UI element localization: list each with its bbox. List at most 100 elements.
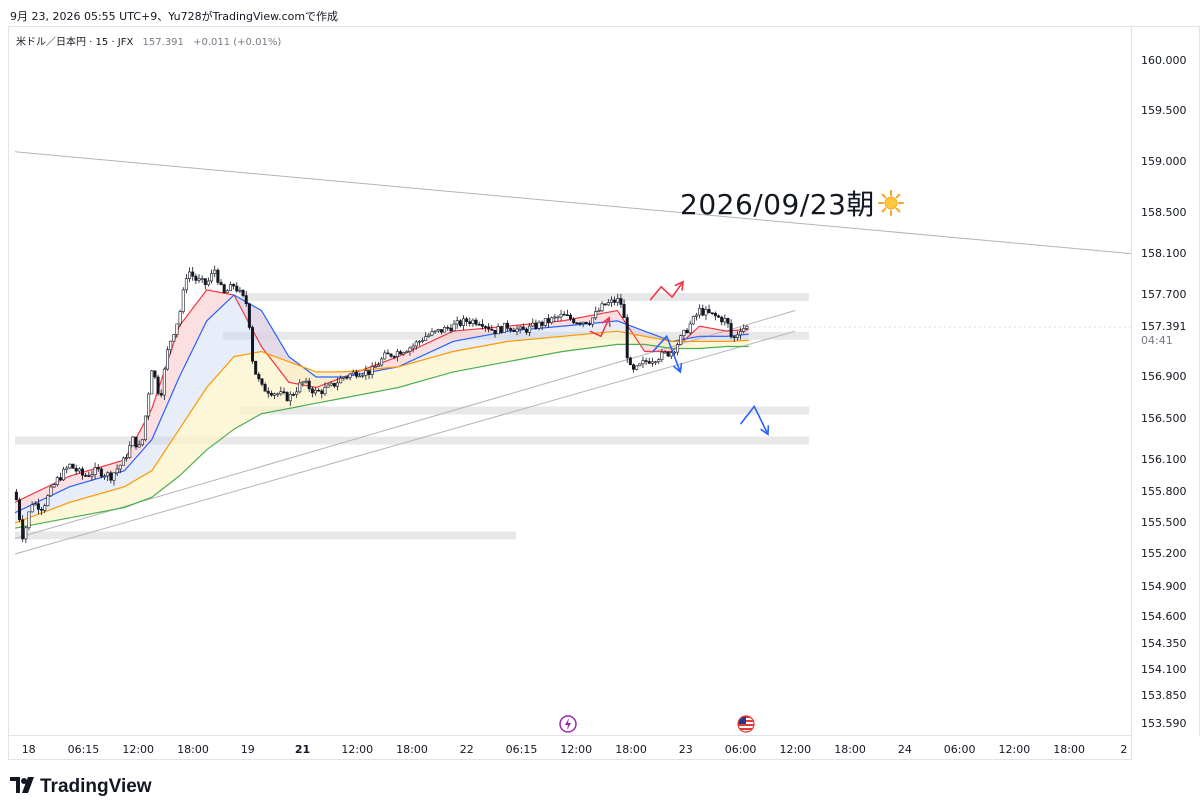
us-flag-event-icon[interactable] xyxy=(737,715,755,733)
price-tick-label: 153.590 xyxy=(1141,717,1187,730)
candle-body xyxy=(232,284,236,287)
candle-body xyxy=(285,392,289,402)
candle-body xyxy=(241,289,245,296)
projection-arrowhead-3 xyxy=(601,316,611,327)
price-tick-label: 154.100 xyxy=(1141,663,1187,676)
candle-body xyxy=(594,311,598,319)
candle-body xyxy=(550,317,554,323)
candle-body xyxy=(329,382,333,386)
candle-body xyxy=(90,474,94,477)
candle-body xyxy=(339,377,343,384)
candle-body xyxy=(477,323,481,326)
time-tick-label: 06:15 xyxy=(505,743,538,756)
candle-body xyxy=(184,278,188,291)
time-tick-label: 12:00 xyxy=(779,743,812,756)
candle-body xyxy=(225,290,229,293)
candle-body xyxy=(493,329,497,335)
candle-body xyxy=(367,370,371,375)
lightning-event-icon[interactable] xyxy=(559,715,577,733)
time-tick-label: 12:00 xyxy=(998,743,1031,756)
legend-price: 157.391 xyxy=(142,37,184,48)
candle-body xyxy=(84,474,88,477)
candle-body xyxy=(351,371,355,375)
candle-body xyxy=(509,328,513,331)
candle-body xyxy=(291,394,295,396)
candle-body xyxy=(46,495,50,506)
annotation-text[interactable]: 2026/09/23朝 xyxy=(680,183,905,224)
candle-body xyxy=(490,328,494,331)
chart-frame[interactable] xyxy=(8,26,1132,736)
candle-body xyxy=(159,393,163,396)
candle-body xyxy=(546,318,550,323)
candle-body xyxy=(121,457,125,466)
candle-body xyxy=(128,445,132,459)
candle-body xyxy=(203,278,207,285)
candle-body xyxy=(169,340,173,351)
candle-body xyxy=(584,321,588,324)
projection-arrow-1 xyxy=(652,334,682,373)
chart-plot[interactable] xyxy=(9,27,1131,735)
candle-body xyxy=(452,323,456,332)
price-tick-label: 157.700 xyxy=(1141,288,1187,301)
legend-symbol: 米ドル／日本円 · 15 · JFX xyxy=(16,37,134,48)
candle-body xyxy=(247,303,251,328)
candle-body xyxy=(717,315,721,318)
price-tick-label: 158.500 xyxy=(1141,206,1187,219)
candle-body xyxy=(354,371,358,377)
candle-body xyxy=(194,275,198,281)
candle-body xyxy=(288,394,292,402)
candle-body xyxy=(534,322,538,329)
time-axis[interactable] xyxy=(8,736,1132,760)
candle-body xyxy=(307,380,311,390)
ma-fill-blue xyxy=(15,295,749,523)
candle-body xyxy=(436,329,440,332)
ma-line-3 xyxy=(14,343,749,529)
time-tick-label: 18:00 xyxy=(396,743,428,756)
candle-body xyxy=(515,328,519,332)
candle-body xyxy=(181,289,185,312)
candle-body xyxy=(518,326,522,330)
candle-body xyxy=(40,509,44,511)
time-tick-label: 12:00 xyxy=(341,743,374,756)
time-tick-label: 18:00 xyxy=(177,743,209,756)
candle-body xyxy=(336,382,340,387)
candle-body xyxy=(266,390,270,394)
candle-body xyxy=(455,320,459,325)
price-tick-label: 155.200 xyxy=(1141,547,1187,560)
candle-body xyxy=(739,331,743,336)
projection-arrowhead-0 xyxy=(674,280,685,291)
candle-body xyxy=(55,477,59,485)
candle-body xyxy=(332,382,336,387)
time-tick-label: 12:00 xyxy=(122,743,155,756)
candle-body xyxy=(106,472,110,477)
candle-body xyxy=(569,314,573,320)
sun-icon xyxy=(877,189,905,224)
price-tick-label: 160.000 xyxy=(1141,54,1187,67)
candle-body xyxy=(156,376,160,394)
candle-body xyxy=(691,316,695,325)
candle-body xyxy=(487,326,491,330)
candle-body xyxy=(443,327,447,333)
candle-body xyxy=(361,374,365,377)
candle-body xyxy=(414,341,418,347)
brand[interactable]: TradingView xyxy=(10,776,152,798)
candle-body xyxy=(191,271,195,277)
candle-body xyxy=(600,303,604,312)
candle-body xyxy=(685,329,689,334)
candle-body xyxy=(383,352,387,360)
trendline-0 xyxy=(14,151,1131,255)
price-tick-label: 159.000 xyxy=(1141,155,1187,168)
candle-body xyxy=(147,393,151,417)
candle-body xyxy=(210,273,214,282)
projection-arrow-2 xyxy=(739,404,769,435)
candle-body xyxy=(219,282,223,285)
candle-body xyxy=(103,475,107,478)
legend: 米ドル／日本円 · 15 · JFX 157.391 +0.011 (+0.01… xyxy=(16,33,281,48)
candle-body xyxy=(71,463,75,469)
candle-body xyxy=(43,505,47,511)
candle-body xyxy=(304,380,308,383)
candle-body xyxy=(745,326,749,329)
candle-body xyxy=(433,330,437,333)
candle-body xyxy=(591,317,595,325)
candle-body xyxy=(93,467,97,475)
